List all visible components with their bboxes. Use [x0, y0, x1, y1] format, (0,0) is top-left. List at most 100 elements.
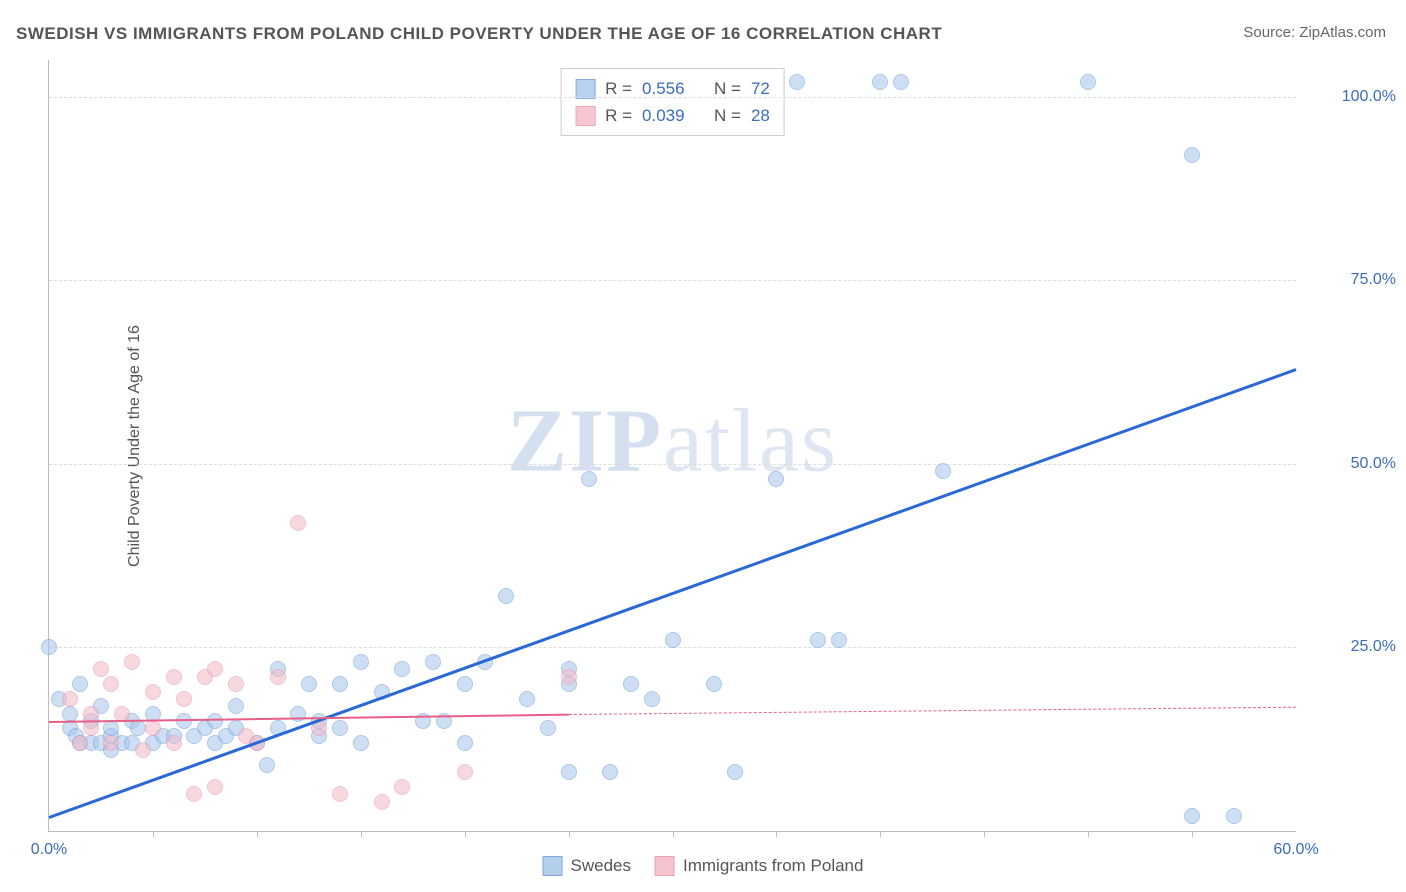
n-value-poland: 28 — [751, 102, 770, 129]
data-point-swedes — [301, 676, 317, 692]
data-point-swedes — [353, 735, 369, 751]
data-point-immigrants-from-poland — [290, 515, 306, 531]
data-point-swedes — [207, 713, 223, 729]
data-point-swedes — [789, 74, 805, 90]
data-point-immigrants-from-poland — [103, 735, 119, 751]
x-minor-tick — [673, 831, 674, 837]
gridline-horizontal — [49, 464, 1296, 465]
data-point-swedes — [768, 471, 784, 487]
data-point-immigrants-from-poland — [166, 669, 182, 685]
data-point-swedes — [332, 720, 348, 736]
data-point-swedes — [1226, 808, 1242, 824]
data-point-immigrants-from-poland — [72, 735, 88, 751]
data-point-immigrants-from-poland — [62, 691, 78, 707]
swatch-blue — [575, 79, 595, 99]
data-point-swedes — [457, 735, 473, 751]
source-label: Source: — [1243, 24, 1299, 41]
data-point-swedes — [810, 632, 826, 648]
data-point-swedes — [457, 676, 473, 692]
data-point-swedes — [353, 654, 369, 670]
chart-plot-area: ZIPatlas R = 0.556 N = 72 R = 0.039 N = … — [48, 60, 1296, 832]
data-point-swedes — [1184, 808, 1200, 824]
x-minor-tick — [153, 831, 154, 837]
x-minor-tick — [1192, 831, 1193, 837]
data-point-swedes — [893, 74, 909, 90]
legend-row-swedes: R = 0.556 N = 72 — [575, 75, 770, 102]
data-point-swedes — [103, 720, 119, 736]
data-point-immigrants-from-poland — [561, 669, 577, 685]
data-point-swedes — [72, 676, 88, 692]
r-label: R = — [605, 75, 632, 102]
x-minor-tick — [257, 831, 258, 837]
data-point-immigrants-from-poland — [207, 661, 223, 677]
data-point-swedes — [1080, 74, 1096, 90]
legend-label-swedes: Swedes — [571, 856, 631, 876]
legend-row-poland: R = 0.039 N = 28 — [575, 102, 770, 129]
data-point-swedes — [1184, 147, 1200, 163]
data-point-swedes — [581, 471, 597, 487]
series-legend: Swedes Immigrants from Poland — [543, 856, 864, 876]
data-point-immigrants-from-poland — [270, 669, 286, 685]
data-point-immigrants-from-poland — [135, 742, 151, 758]
data-point-immigrants-from-poland — [332, 786, 348, 802]
x-minor-tick — [1088, 831, 1089, 837]
data-point-immigrants-from-poland — [186, 786, 202, 802]
r-value-poland: 0.039 — [642, 102, 685, 129]
source-attribution: Source: ZipAtlas.com — [1243, 24, 1386, 41]
source-name: ZipAtlas.com — [1299, 24, 1386, 41]
data-point-swedes — [540, 720, 556, 736]
data-point-swedes — [602, 764, 618, 780]
trend-line-poland-extrap — [569, 706, 1296, 714]
data-point-swedes — [498, 588, 514, 604]
data-point-immigrants-from-poland — [93, 661, 109, 677]
y-tick-label: 75.0% — [1306, 271, 1396, 289]
y-tick-label: 100.0% — [1306, 88, 1396, 106]
legend-item-poland: Immigrants from Poland — [655, 856, 863, 876]
data-point-swedes — [831, 632, 847, 648]
x-minor-tick — [569, 831, 570, 837]
data-point-immigrants-from-poland — [145, 720, 161, 736]
data-point-swedes — [519, 691, 535, 707]
n-value-swedes: 72 — [751, 75, 770, 102]
data-point-immigrants-from-poland — [83, 706, 99, 722]
legend-item-swedes: Swedes — [543, 856, 631, 876]
swatch-pink — [655, 856, 675, 876]
legend-label-poland: Immigrants from Poland — [683, 856, 863, 876]
data-point-swedes — [561, 764, 577, 780]
data-point-swedes — [228, 698, 244, 714]
data-point-swedes — [623, 676, 639, 692]
x-minor-tick — [984, 831, 985, 837]
data-point-immigrants-from-poland — [166, 735, 182, 751]
x-tick-label: 60.0% — [1273, 841, 1318, 859]
x-minor-tick — [880, 831, 881, 837]
n-label: N = — [714, 102, 741, 129]
data-point-swedes — [41, 639, 57, 655]
data-point-swedes — [394, 661, 410, 677]
data-point-immigrants-from-poland — [145, 684, 161, 700]
data-point-swedes — [425, 654, 441, 670]
r-label: R = — [605, 102, 632, 129]
x-minor-tick — [465, 831, 466, 837]
data-point-swedes — [727, 764, 743, 780]
data-point-swedes — [332, 676, 348, 692]
data-point-immigrants-from-poland — [83, 720, 99, 736]
trend-line-swedes — [48, 368, 1296, 819]
data-point-swedes — [665, 632, 681, 648]
data-point-immigrants-from-poland — [394, 779, 410, 795]
chart-title: SWEDISH VS IMMIGRANTS FROM POLAND CHILD … — [16, 24, 942, 44]
data-point-immigrants-from-poland — [374, 794, 390, 810]
data-point-swedes — [706, 676, 722, 692]
x-minor-tick — [776, 831, 777, 837]
r-value-swedes: 0.556 — [642, 75, 685, 102]
data-point-immigrants-from-poland — [176, 691, 192, 707]
swatch-blue — [543, 856, 563, 876]
watermark: ZIPatlas — [507, 389, 838, 492]
data-point-swedes — [872, 74, 888, 90]
data-point-swedes — [644, 691, 660, 707]
data-point-swedes — [259, 757, 275, 773]
data-point-swedes — [935, 463, 951, 479]
gridline-horizontal — [49, 97, 1296, 98]
correlation-legend: R = 0.556 N = 72 R = 0.039 N = 28 — [560, 68, 785, 136]
data-point-immigrants-from-poland — [103, 676, 119, 692]
x-minor-tick — [361, 831, 362, 837]
